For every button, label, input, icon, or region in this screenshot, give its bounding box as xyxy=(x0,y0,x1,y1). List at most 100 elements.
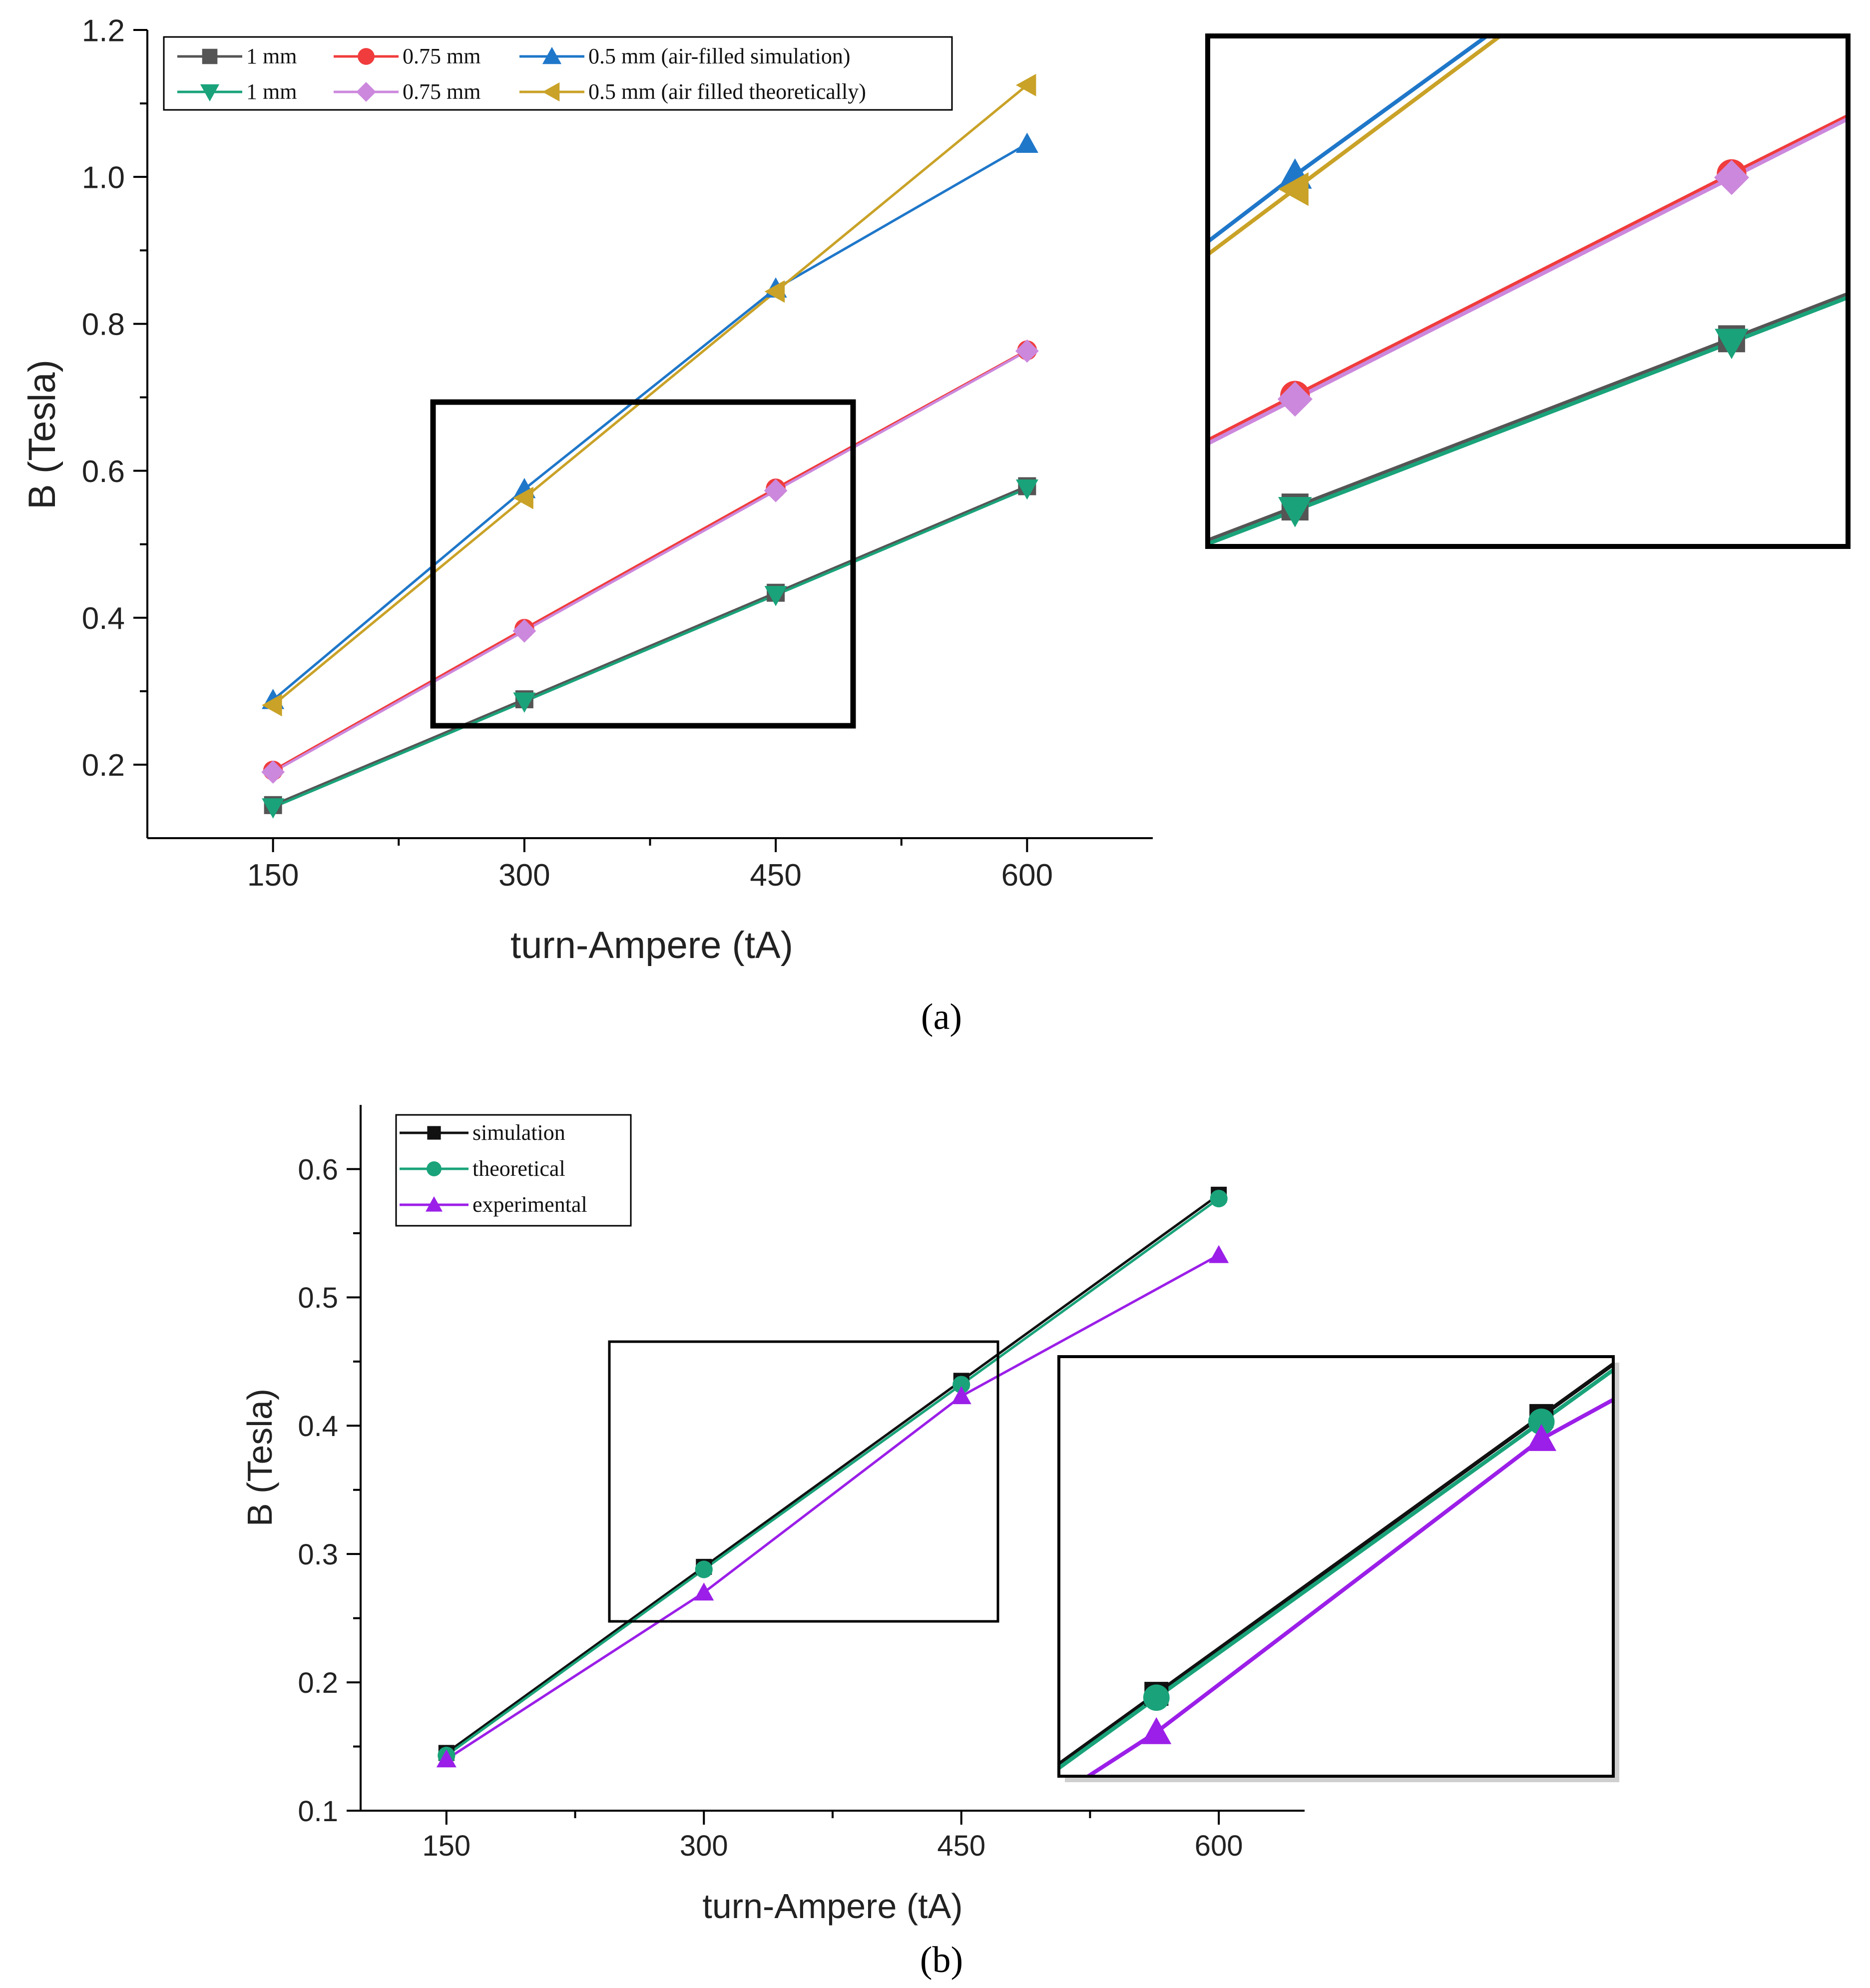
y-tick-label: 0.1 xyxy=(298,1795,338,1828)
inset-data-point xyxy=(1143,1684,1170,1711)
inset-series-line-3 xyxy=(1208,295,1848,546)
data-point xyxy=(764,586,787,606)
caption-b: (b) xyxy=(920,1940,963,1981)
x-tick-label: 150 xyxy=(422,1830,470,1862)
inset-zoom-b xyxy=(756,1355,1619,1988)
inset-series-line-1 xyxy=(1059,1367,1613,1771)
x-axis-label: turn-Ampere (tA) xyxy=(510,924,793,967)
legend-marker xyxy=(542,46,562,64)
data-point xyxy=(1210,1189,1228,1208)
inset-series-line-0 xyxy=(1208,292,1848,543)
inset-series-line-0 xyxy=(1059,1362,1613,1767)
chart-panel-b: 150 300 450 600 0.1 0.2 0.3 0.4 0.5 0.6 simulatio… xyxy=(240,1105,1619,1988)
legend-marker xyxy=(202,48,218,64)
legend-marker xyxy=(427,1126,441,1140)
data-point xyxy=(695,1560,713,1578)
legend-marker xyxy=(542,82,560,102)
y-tick-label: 0.8 xyxy=(82,308,125,342)
data-point xyxy=(262,694,282,717)
y-tick-label: 0.6 xyxy=(82,455,125,489)
series-line-0 xyxy=(446,1193,1220,1754)
legend-label: 0.75 mm xyxy=(403,44,480,68)
inset-data-point xyxy=(842,664,876,694)
chart-panel-a: 150 300 450 600 0.2 0.4 0.6 0.8 1.0 1.2 1 mm 0.75 … xyxy=(21,13,1851,1037)
inset-data-point xyxy=(1278,172,1309,206)
series-line-3 xyxy=(272,487,1028,809)
series-line-1 xyxy=(272,349,1028,772)
inset-data-point xyxy=(844,605,873,634)
data-point xyxy=(764,479,788,502)
inset-series-line-2 xyxy=(1208,36,1490,245)
legend-marker xyxy=(427,1161,442,1176)
inset-data-point xyxy=(842,492,876,522)
y-tick-label: 0.4 xyxy=(298,1410,338,1443)
data-point xyxy=(1015,339,1039,363)
data-point xyxy=(694,1582,714,1601)
series-line-0 xyxy=(272,485,1028,807)
inset-series-line-1 xyxy=(1208,113,1848,443)
zoom-region-box xyxy=(608,1340,999,1623)
inset-data-point xyxy=(842,499,872,533)
legend-label: experimental xyxy=(472,1192,587,1217)
y-tick-label: 0.6 xyxy=(298,1153,338,1186)
legend-label: 0.75 mm xyxy=(403,79,480,104)
y-tick-label: 0.2 xyxy=(298,1667,338,1699)
data-point xyxy=(513,487,533,509)
inset-data-point xyxy=(1277,381,1313,417)
inset-data-point xyxy=(1141,1717,1172,1744)
inset-data-point xyxy=(1528,1409,1555,1435)
x-tick-label: 150 xyxy=(247,858,299,893)
legend-marker xyxy=(200,84,220,102)
inset-data-point xyxy=(759,1960,783,1984)
inset-data-point xyxy=(756,1966,786,1988)
series-line-5 xyxy=(272,84,1028,706)
y-tick-label: 0.5 xyxy=(298,1282,338,1314)
legend-marker xyxy=(358,48,375,65)
data-point xyxy=(1015,73,1036,96)
data-point xyxy=(764,280,785,303)
y-tick-label: 1.0 xyxy=(82,161,125,195)
legend-marker xyxy=(356,82,376,102)
inset-frame xyxy=(1205,33,1851,549)
inset-zoom-a xyxy=(841,33,1851,694)
legend-label: 1 mm xyxy=(246,79,297,104)
legend-label: simulation xyxy=(472,1120,565,1145)
legend-marker xyxy=(426,1196,443,1212)
legend-label: 0.5 mm (air filled theoretically) xyxy=(588,79,866,104)
legend-b: simulation theoretical experimental xyxy=(395,1114,632,1227)
inset-data-point xyxy=(1715,329,1749,359)
x-tick-label: 450 xyxy=(937,1830,985,1862)
inset-series-line-2 xyxy=(1084,1397,1613,1776)
inset-data-point xyxy=(758,1963,785,1988)
legend-label: 1 mm xyxy=(246,44,297,68)
x-tick-label: 600 xyxy=(1001,858,1053,893)
data-point xyxy=(436,1749,457,1768)
series-line-1 xyxy=(446,1197,1220,1757)
x-tick-label: 600 xyxy=(1195,1830,1243,1862)
data-point xyxy=(1209,1245,1229,1263)
data-point xyxy=(951,1386,971,1405)
inset-data-point xyxy=(841,604,876,639)
zoom-region-box xyxy=(430,399,856,729)
inset-data-point xyxy=(1526,1424,1557,1451)
inset-series-line-5 xyxy=(1208,36,1504,257)
data-point xyxy=(1015,132,1038,153)
inset-frame xyxy=(1057,1355,1615,1778)
y-axis-label: B (Tesla) xyxy=(240,1389,279,1526)
legend-label: theoretical xyxy=(472,1156,565,1181)
inset-series-line-4 xyxy=(1208,116,1848,446)
series-line-2 xyxy=(446,1254,1220,1761)
x-axis-label: turn-Ampere (tA) xyxy=(702,1887,962,1926)
inset-data-point xyxy=(845,661,872,688)
inset-data-point xyxy=(1714,160,1750,195)
y-tick-label: 1.2 xyxy=(82,13,125,48)
data-point xyxy=(513,692,536,713)
data-point xyxy=(512,619,536,643)
x-tick-label: 300 xyxy=(498,858,550,893)
data-point xyxy=(1015,479,1038,500)
y-axis-label: B (Tesla) xyxy=(21,360,63,509)
legend-label: 0.5 mm (air-filled simulation) xyxy=(588,44,851,68)
y-tick-label: 0.4 xyxy=(82,601,125,636)
data-point xyxy=(952,1376,970,1394)
